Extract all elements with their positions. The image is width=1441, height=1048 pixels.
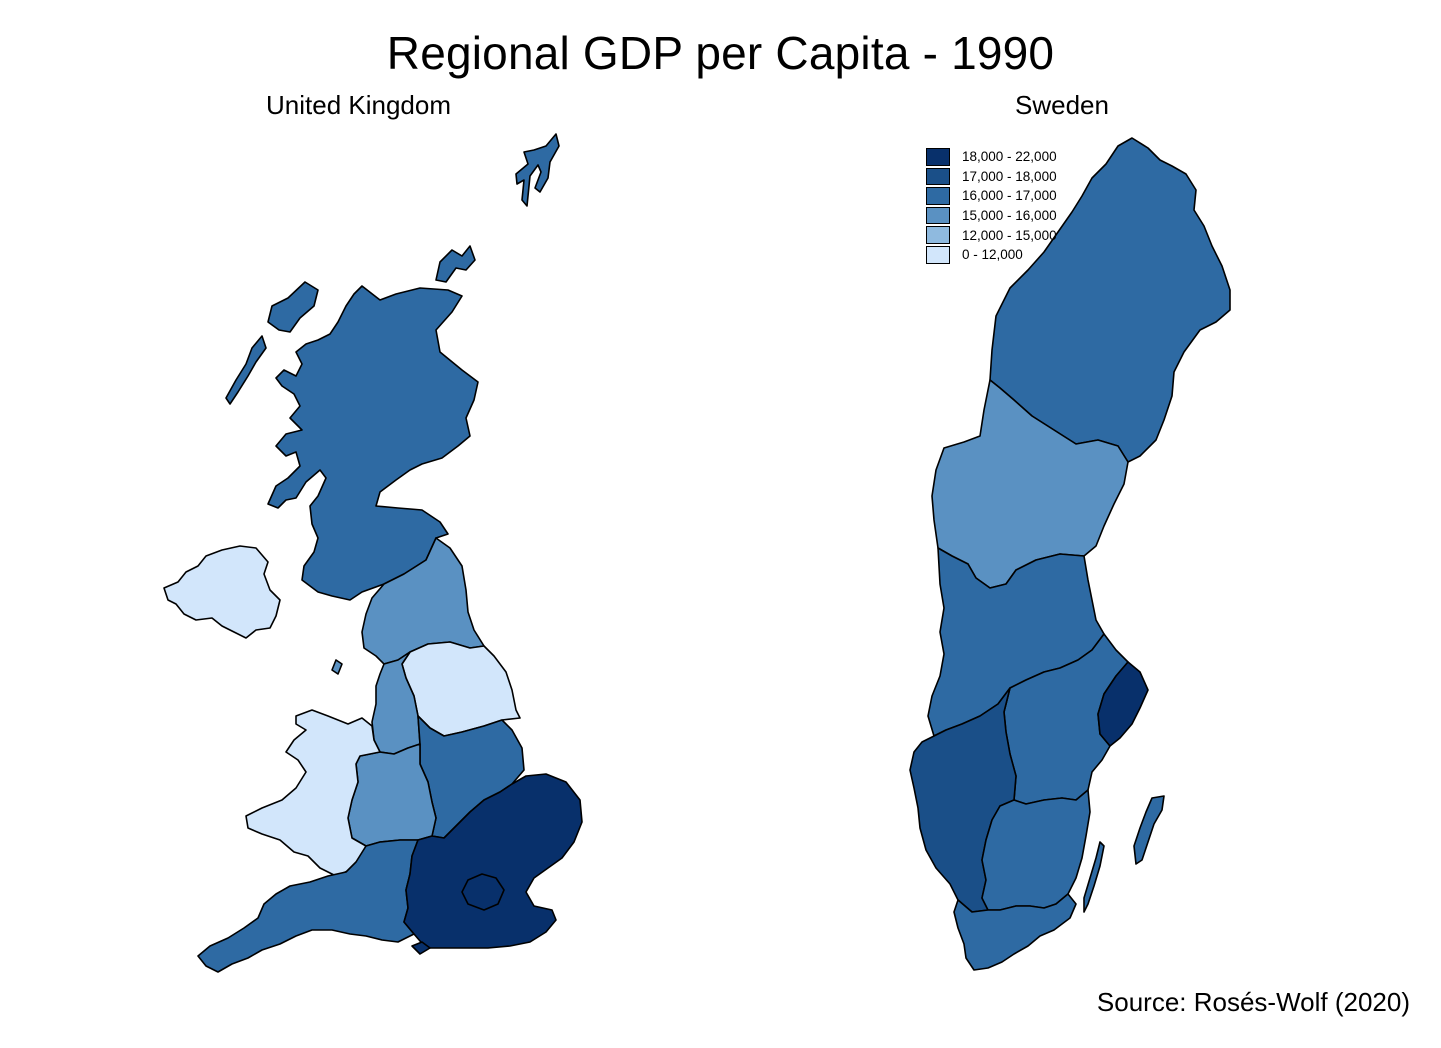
island-gotland [1133, 795, 1165, 865]
sweden-map [909, 137, 1231, 971]
legend-item: 16,000 - 17,000 [926, 186, 1057, 206]
legend-item: 0 - 12,000 [926, 245, 1057, 265]
legend-item: 18,000 - 22,000 [926, 147, 1057, 167]
legend-label: 15,000 - 16,000 [962, 208, 1057, 224]
region-stockholm [1097, 661, 1149, 747]
region-scotland [267, 285, 479, 601]
legend-swatch [926, 148, 950, 166]
legend: 18,000 - 22,000 17,000 - 18,000 16,000 - 1… [926, 147, 1057, 265]
legend-label: 17,000 - 18,000 [962, 168, 1057, 184]
shetland-islands [515, 133, 560, 207]
legend-item: 17,000 - 18,000 [926, 167, 1057, 187]
outer-hebrides [267, 281, 319, 333]
region-london-outline [461, 873, 505, 911]
map-title: Regional GDP per Capita - 1990 [386, 27, 1055, 79]
legend-label: 0 - 12,000 [962, 247, 1023, 263]
legend-item: 12,000 - 15,000 [926, 225, 1057, 245]
region-south-east [403, 773, 583, 949]
legend-swatch [926, 226, 950, 244]
region-upper-norrland [989, 137, 1231, 463]
region-south-sweden [953, 893, 1077, 971]
panel-title-sweden: Sweden [1015, 90, 1109, 120]
orkney-islands [435, 245, 476, 283]
region-northern-ireland [163, 545, 281, 639]
region-smaland-islands [981, 789, 1091, 911]
legend-label: 12,000 - 15,000 [962, 227, 1057, 243]
uk-map [163, 133, 583, 973]
island-oland [1083, 841, 1105, 913]
legend-swatch [926, 206, 950, 225]
legend-item: 15,000 - 16,000 [926, 206, 1057, 226]
region-south-west [197, 839, 419, 973]
legend-swatch [926, 245, 950, 264]
legend-label: 18,000 - 22,000 [962, 149, 1057, 165]
source-note: Source: Rosés-Wolf (2020) [1096, 987, 1410, 1017]
isle-of-wight [411, 941, 431, 955]
legend-swatch [926, 167, 950, 186]
legend-label: 16,000 - 17,000 [962, 188, 1057, 204]
legend-swatch [926, 187, 950, 205]
hebrides-south [225, 335, 267, 405]
isle-of-man [331, 659, 343, 675]
panel-title-uk: United Kingdom [266, 90, 451, 120]
